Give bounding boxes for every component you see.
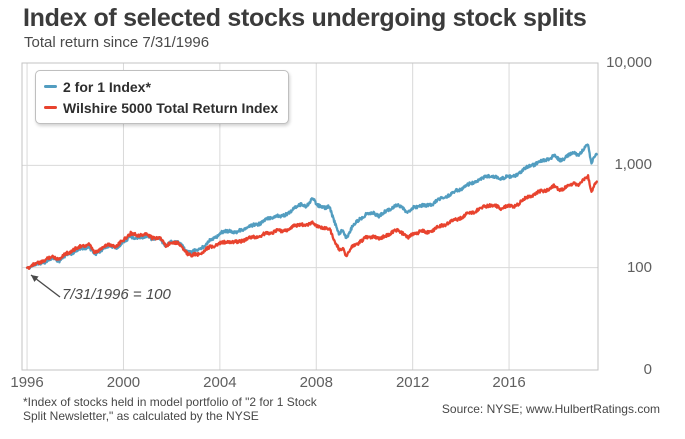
x-tick-label: 2016 xyxy=(492,374,526,391)
series-line xyxy=(25,143,598,270)
series-line xyxy=(25,174,598,270)
chart-subtitle: Total return since 7/31/1996 xyxy=(24,34,210,51)
x-tick-label: 1996 xyxy=(10,374,44,391)
footnote: *Index of stocks held in model portfolio… xyxy=(23,395,383,423)
plot-border xyxy=(21,62,599,371)
y-tick-label: 100 xyxy=(626,258,652,276)
annotation-arrow-icon xyxy=(30,274,61,298)
y-tick-label: 10,000 xyxy=(606,54,652,71)
base-value-annotation: 7/31/1996 = 100 xyxy=(62,286,171,303)
footnote-line1: *Index of stocks held in model portfolio… xyxy=(23,395,317,409)
x-tick-label: 2012 xyxy=(395,374,430,391)
chart-title: Index of selected stocks undergoing stoc… xyxy=(23,4,587,32)
legend-label: Wilshire 5000 Total Return Index xyxy=(63,99,279,116)
legend-swatch-red-icon xyxy=(44,106,57,109)
x-tick-label: 2004 xyxy=(203,374,237,391)
legend-item-wilshire: Wilshire 5000 Total Return Index xyxy=(44,97,278,118)
y-tick-label: 1,000 xyxy=(614,156,652,174)
footnote-line2: Split Newsletter," as calculated by the … xyxy=(23,409,259,423)
x-tick-label: 2000 xyxy=(106,374,141,391)
y-tick-label: 0 xyxy=(643,361,652,378)
source-credit: Source: NYSE; www.HulbertRatings.com xyxy=(441,402,660,416)
legend-label: 2 for 1 Index* xyxy=(63,78,151,95)
legend-item-2for1: 2 for 1 Index* xyxy=(44,76,278,97)
x-tick-label: 2008 xyxy=(299,374,333,391)
chart-legend: 2 for 1 Index* Wilshire 5000 Total Retur… xyxy=(35,70,290,124)
legend-swatch-blue-icon xyxy=(44,85,57,88)
